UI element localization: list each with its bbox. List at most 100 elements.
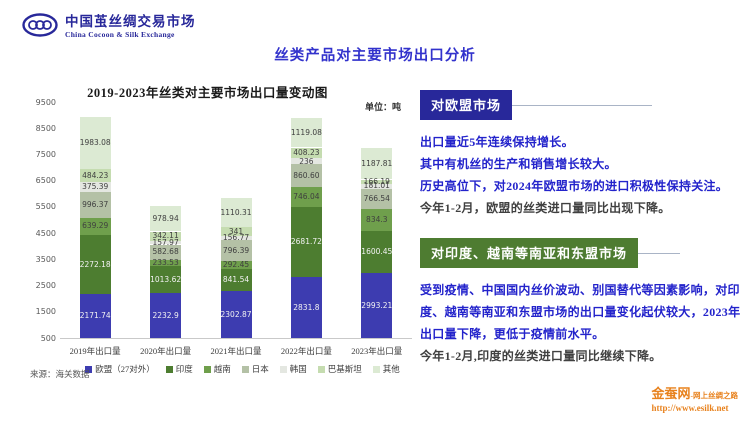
bar-value-label: 2232.9 [152, 310, 179, 320]
bar-value-label: 996.37 [82, 199, 109, 209]
bar-segment: 1013.62 [150, 266, 181, 293]
bar-value-label: 236 [299, 156, 314, 166]
bar-segment: 375.39 [79, 181, 111, 192]
x-axis-category-label: 2023年出口量 [351, 346, 403, 356]
bar-segment: 582.68 [150, 244, 182, 260]
site-logo: 金蚕网-网上丝绸之路 http://www.esilk.net [651, 387, 738, 414]
site-name: 金蚕网-网上丝绸之路 [651, 387, 738, 403]
page-title: 丝类产品对主要市场出口分析 [274, 48, 476, 64]
bar-value-label: 1983.08 [79, 138, 111, 148]
chart-unit-label: 单位：吨 [364, 102, 401, 112]
bar-value-label: 978.94 [152, 213, 179, 223]
bar-value-label: 582.68 [152, 247, 179, 257]
panel-asia-header-row: 对印度、越南等南亚和东盟市场 [420, 238, 745, 268]
y-axis-tick-label: 4500 [35, 228, 56, 238]
x-axis-category-label: 2022年出口量 [280, 346, 332, 356]
y-axis-tick-label: 7500 [35, 149, 56, 159]
bar-segment: 2232.9 [150, 292, 182, 338]
header-brand: 中国茧丝绸交易市场 China Cocoon & Silk Exchange [22, 10, 196, 39]
bar-value-label: 766.54 [363, 193, 390, 203]
legend-label: 日本 [251, 364, 269, 374]
cocoon-rings-icon [22, 12, 58, 37]
bar-segment: 484.23 [79, 169, 111, 182]
legend-swatch-icon [317, 365, 325, 373]
bar-segment: 233.53 [150, 258, 182, 268]
bar-value-label: 1187.81 [361, 159, 393, 169]
bar-value-label: 1119.08 [290, 128, 322, 138]
bar-segment: 2302.87 [220, 290, 252, 338]
legend-label: 韩国 [289, 364, 307, 374]
bar-segment: 157.97 [150, 239, 182, 246]
chart-legend: 欧盟（27对外） 印度 越南 日本 韩国 巴基斯坦 其他 [70, 363, 415, 375]
bar-value-label: 181.01 [363, 181, 390, 191]
bar-value-label: 341 [228, 226, 244, 236]
legend-item: 越南 [203, 363, 231, 375]
panel-asia-heading: 对印度、越南等南亚和东盟市场 [420, 238, 639, 268]
legend-swatch-icon [165, 365, 173, 373]
bar-segment: 408.23 [290, 147, 322, 159]
legend-swatch-icon [279, 365, 287, 373]
bar-value-label: 2302.87 [220, 309, 252, 319]
panel-eu-market: 对欧盟市场 出口量近5年连续保持增长。 其中有机丝的生产和销售增长较大。 历史高… [420, 90, 745, 219]
legend-item: 印度 [165, 363, 193, 375]
legend-item: 巴基斯坦 [317, 363, 362, 375]
bar-value-label: 166.19 [363, 177, 390, 187]
bar-value-label: 1600.45 [361, 246, 393, 256]
panel-eu-line: 历史高位下，对2024年欧盟市场的进口积极性保持关注。 [420, 179, 729, 193]
bar-segment: 181.01 [361, 181, 393, 191]
bar-segment: 2993.21 [361, 272, 393, 338]
y-axis-tick-label: 5500 [35, 202, 56, 212]
panel-eu-heading: 对欧盟市场 [420, 90, 513, 120]
bar-segment: 292.45 [220, 261, 252, 269]
bar-segment: 834.3 [361, 208, 393, 231]
chart-source-note: 来源：海关数据 [30, 369, 90, 379]
y-axis-tick-label: 500 [40, 333, 56, 343]
bar-value-label: 375.39 [82, 181, 109, 191]
bar-value-label: 233.53 [152, 258, 179, 268]
bar-segment: 841.54 [220, 268, 252, 291]
bar-value-label: 2831.8 [293, 302, 320, 312]
x-axis-line [60, 338, 412, 339]
bar-value-label: 796.39 [222, 245, 250, 255]
bar-segment: 860.60 [290, 164, 322, 187]
bar-segment: 996.37 [79, 191, 111, 218]
bar-segment: 1110.31 [220, 197, 252, 227]
bar-segment: 342.11 [150, 231, 182, 241]
site-name-text: 金蚕网 [651, 386, 691, 401]
legend-item: 欧盟（27对外） [85, 363, 155, 375]
bar-segment: 978.94 [150, 205, 182, 232]
legend-swatch-icon [85, 365, 93, 373]
panel-asia-line: 受到疫情、中国国内丝价波动、别国替代等因素影响，对印度、越南等南亚和东盟市场的出… [420, 283, 741, 341]
legend-label: 欧盟（27对外） [95, 364, 155, 374]
bar-segment: 1983.08 [79, 117, 111, 170]
panel-eu-line: 今年1-2月，欧盟的丝类进口量同比出现下降。 [420, 201, 671, 215]
bar-segment: 236 [290, 156, 322, 166]
legend-item: 韩国 [279, 363, 307, 375]
bar-segment: 639.29 [79, 217, 111, 235]
y-axis-tick-label: 2500 [35, 281, 56, 291]
y-axis-tick-label: 6500 [35, 176, 56, 186]
bar-segment: 2681.72 [290, 206, 322, 277]
legend-label: 其他 [382, 364, 400, 374]
panel-eu-line: 其中有机丝的生产和销售增长较大。 [420, 157, 617, 171]
y-axis-tick-label: 3500 [35, 254, 56, 264]
x-axis-category-label: 2019年出口量 [69, 346, 121, 356]
bar-value-label: 342.11 [152, 231, 179, 241]
bar-value-label: 156.77 [222, 233, 250, 243]
bar-segment: 746.04 [290, 187, 322, 207]
x-axis-category-label: 2020年出口量 [140, 346, 192, 356]
panel-eu-body: 出口量近5年连续保持增长。 其中有机丝的生产和销售增长较大。 历史高位下，对20… [420, 131, 745, 219]
panel-eu-rule [512, 104, 653, 106]
panel-asia-body: 受到疫情、中国国内丝价波动、别国替代等因素影响，对印度、越南等南亚和东盟市场的出… [420, 279, 745, 367]
bar-value-label: 1110.31 [220, 207, 252, 217]
legend-label: 印度 [175, 364, 193, 374]
bar-value-label: 639.29 [82, 221, 109, 231]
bar-segment: 2272.18 [79, 234, 111, 295]
bar-value-label: 2993.21 [361, 300, 393, 310]
org-name-en: China Cocoon & Silk Exchange [65, 30, 175, 39]
bar-segment: 341 [220, 226, 252, 236]
bar-value-label: 841.54 [222, 274, 250, 284]
bar-segment: 2171.74 [79, 294, 111, 338]
bar-segment: 766.54 [361, 188, 393, 209]
